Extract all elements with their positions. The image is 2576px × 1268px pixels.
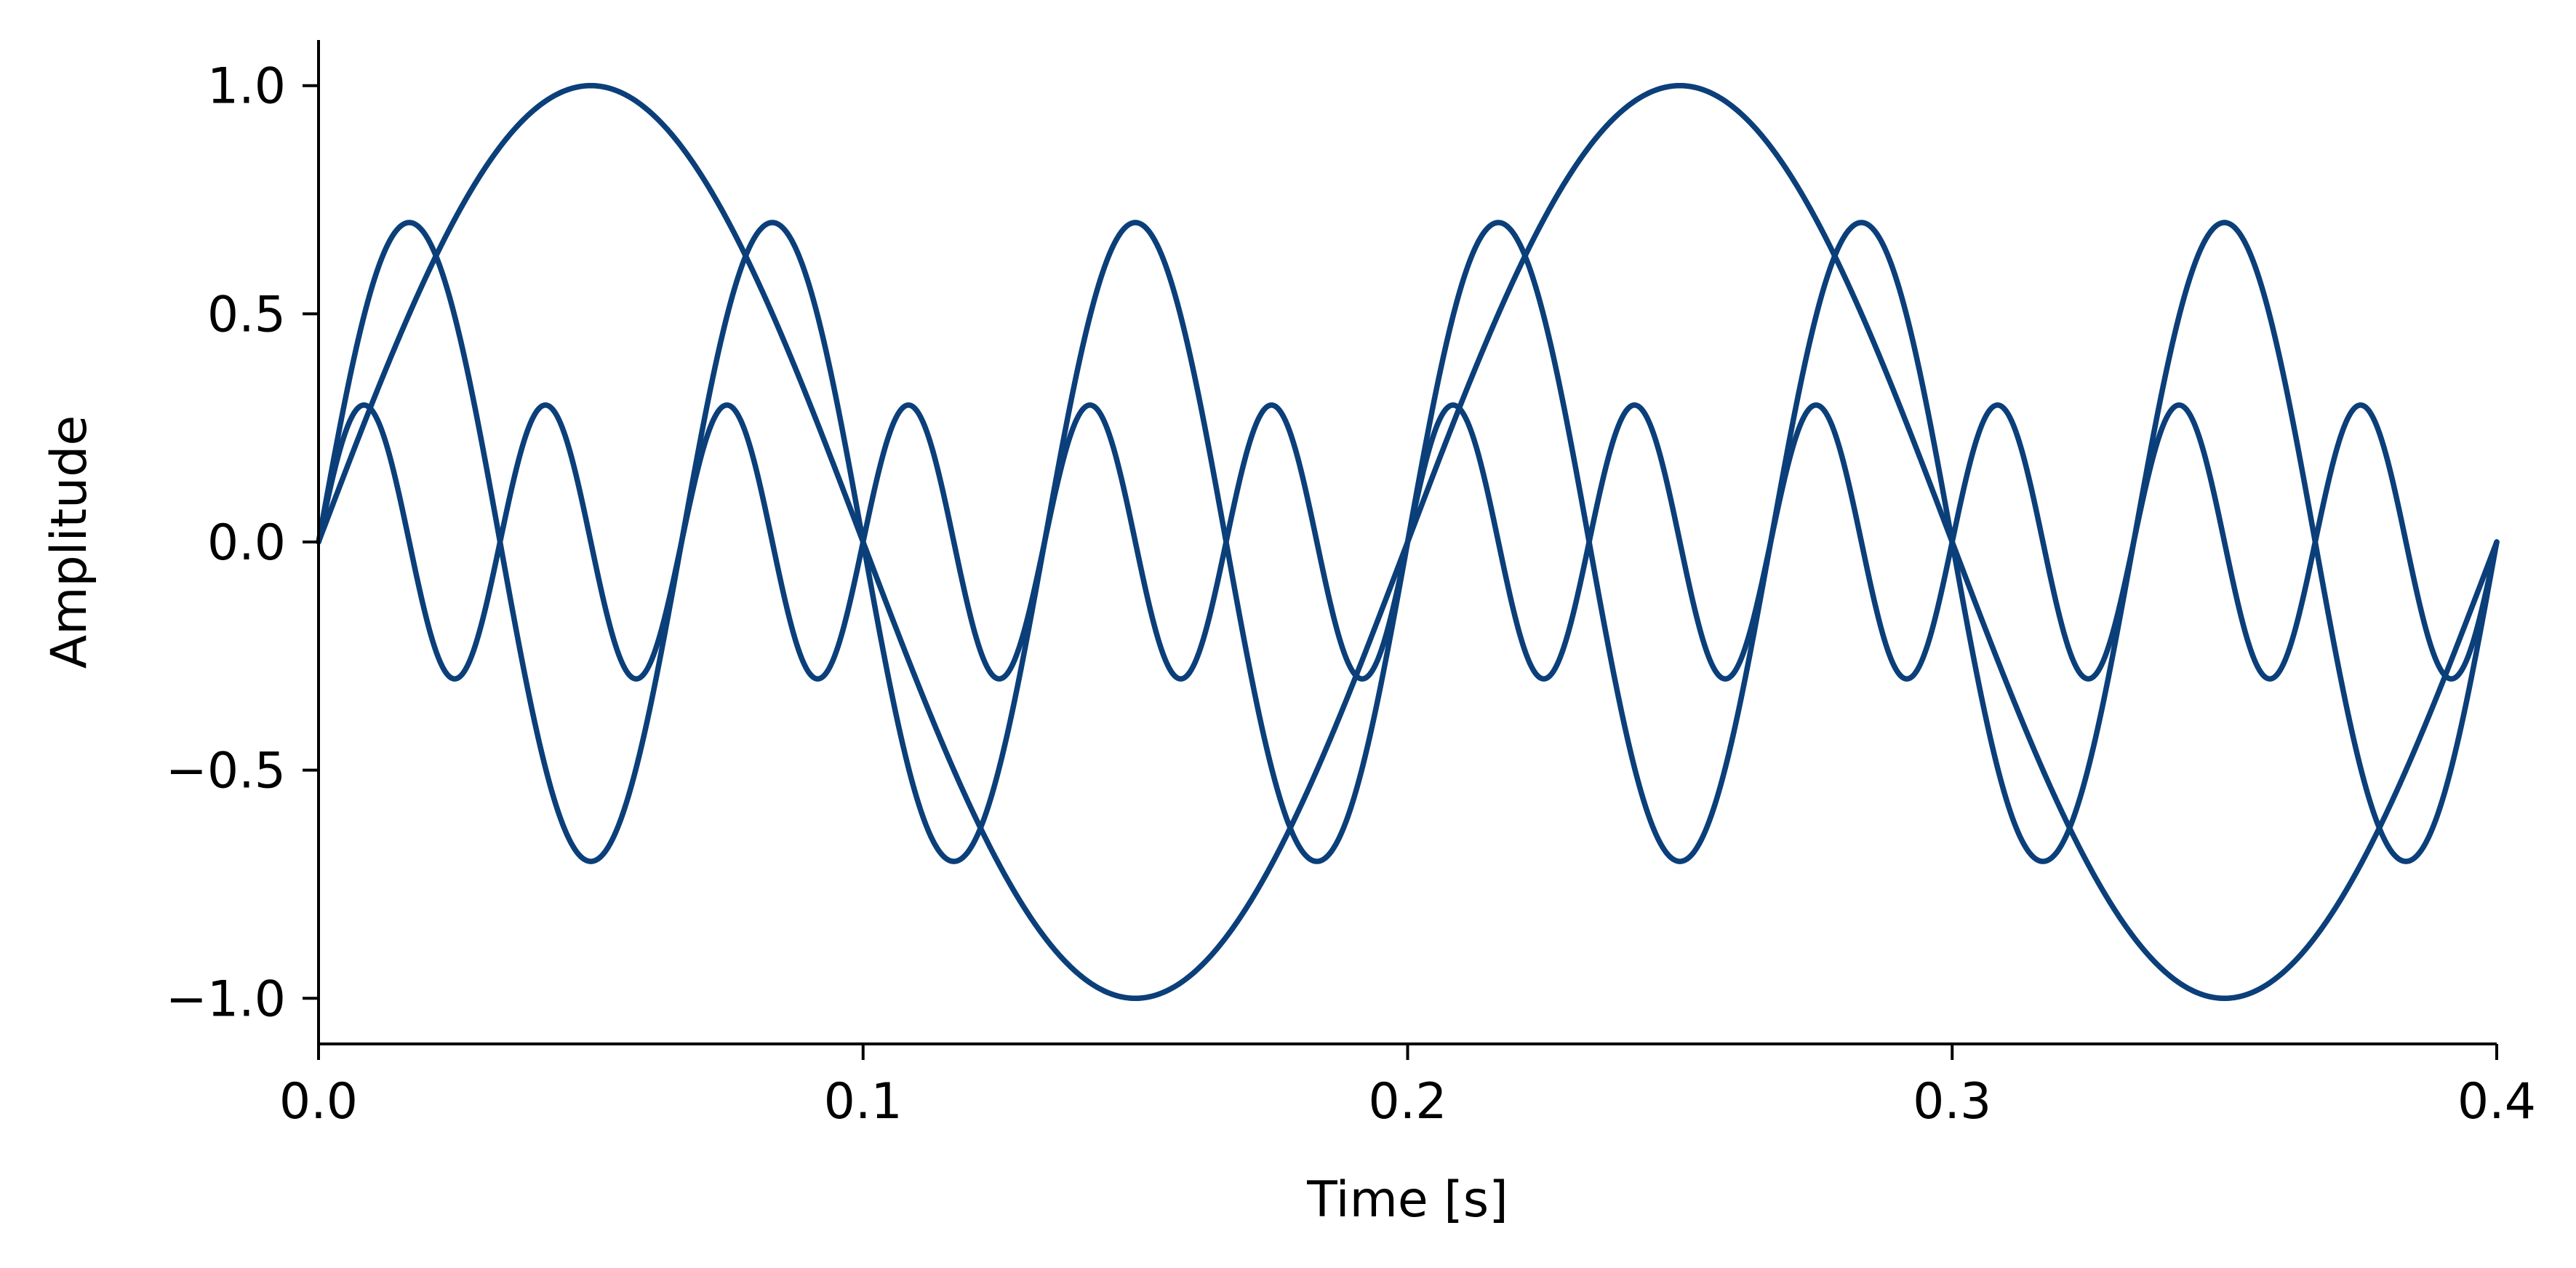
x-axis-label: Time [s] — [1306, 1171, 1508, 1229]
y-tick-label: 0.0 — [207, 514, 286, 572]
y-ticks: −1.0 −0.5 0.0 0.5 1.0 — [166, 58, 319, 1028]
y-tick-label: 0.5 — [207, 286, 286, 343]
x-tick-label: 0.1 — [824, 1073, 903, 1131]
x-tick-label: 0.2 — [1368, 1073, 1447, 1131]
y-axis-label: Amplitude — [41, 415, 98, 669]
x-tick-label: 0.0 — [279, 1073, 358, 1131]
x-tick-label: 0.3 — [1913, 1073, 1991, 1131]
x-ticks: 0.0 0.1 0.2 0.3 0.4 — [279, 1044, 2536, 1131]
y-tick-label: −1.0 — [166, 970, 286, 1028]
series-line-3 — [316, 402, 2500, 682]
y-tick-label: −0.5 — [166, 743, 286, 800]
x-tick-label: 0.4 — [2457, 1073, 2536, 1131]
series-layer — [316, 82, 2500, 1002]
y-tick-label: 1.0 — [207, 58, 286, 116]
